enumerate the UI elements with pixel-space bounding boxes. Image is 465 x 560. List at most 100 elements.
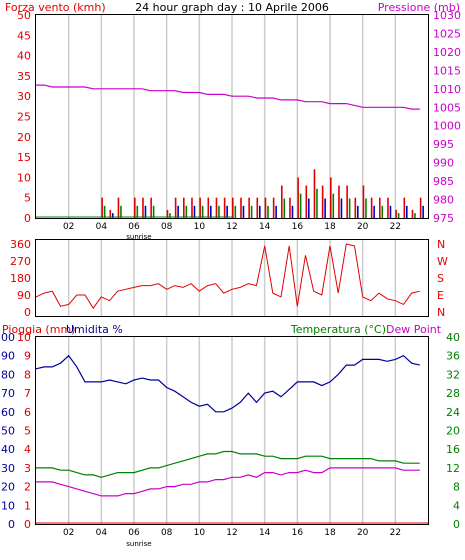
wind-gust-bar xyxy=(226,205,228,218)
rain-tick-5: 5 xyxy=(24,425,31,438)
wind-gust-bar xyxy=(259,205,261,218)
x-tick-top-10: 10 xyxy=(194,222,206,232)
x-tick-top-20: 20 xyxy=(357,222,369,232)
wind-bar xyxy=(338,185,340,218)
wind-bar xyxy=(134,197,136,218)
wind-gust-bar xyxy=(152,205,155,218)
humidity-tick-0: 0 xyxy=(8,518,15,531)
wind-bar xyxy=(281,185,283,218)
wind-gust-bar xyxy=(234,205,237,218)
wind-gust-bar xyxy=(357,205,359,218)
wind-gust-bar xyxy=(348,198,351,218)
chart-title: 24 hour graph day : 10 Aprile 2006 xyxy=(135,1,329,14)
wind-gust-bar xyxy=(414,213,416,218)
wind-bar xyxy=(174,197,177,218)
wind-gust-bar xyxy=(103,205,106,218)
temperature-axis-label: Temperatura (°C) xyxy=(290,323,386,336)
wind-gust-bar xyxy=(120,205,122,218)
temperature-line xyxy=(36,450,420,478)
pressure-tick-975: 975 xyxy=(433,212,454,225)
temp-tick-16: 16 xyxy=(446,443,460,456)
wind-bar xyxy=(379,197,381,218)
wind-bar xyxy=(264,197,267,218)
humidity-tick-70: 70 xyxy=(1,387,15,400)
humidity-tick-80: 80 xyxy=(1,368,15,381)
humidity-tick-90: 90 xyxy=(1,350,15,363)
rain-tick-4: 4 xyxy=(24,443,31,456)
rain-tick-8: 8 xyxy=(24,368,31,381)
wind-bar xyxy=(240,197,242,218)
x-tick-bottom-10: 10 xyxy=(194,528,206,538)
wind-tick-10: 10 xyxy=(17,171,31,184)
wind-gust-bar xyxy=(324,198,326,218)
wind-tick-15: 15 xyxy=(17,151,31,164)
x-tick-bottom-06: 06 xyxy=(128,528,140,538)
wind-bar xyxy=(191,197,193,218)
wind-bar xyxy=(142,197,144,218)
wind-bar xyxy=(272,197,275,218)
wind-bar xyxy=(330,177,332,218)
wind-gust-bar xyxy=(340,198,343,218)
wind-gust-bar xyxy=(389,205,392,218)
wind-bar xyxy=(411,209,414,218)
x-tick-top-16: 16 xyxy=(292,222,304,232)
wind-bar xyxy=(321,185,324,218)
wind-tick-40: 40 xyxy=(17,50,31,63)
wind-gust-bar xyxy=(169,213,171,218)
wind-tick-50: 50 xyxy=(17,9,31,22)
wind-bar xyxy=(362,185,365,218)
wind-gust-bar xyxy=(275,205,277,218)
compass-tick-N-0: N xyxy=(437,238,445,251)
pressure-tick-980: 980 xyxy=(433,194,454,207)
x-tick-top-22: 22 xyxy=(390,222,401,232)
x-tick-bottom-14: 14 xyxy=(259,528,271,538)
compass-tick-W-1: W xyxy=(437,255,448,268)
pressure-tick-1000: 1000 xyxy=(433,120,461,133)
x-tick-bottom-16: 16 xyxy=(292,528,304,538)
humidity-tick-20: 20 xyxy=(1,481,15,494)
generated-chart-marks: 0202040406060808101012121414161618182020… xyxy=(0,9,461,548)
wind-bar xyxy=(395,209,397,218)
wind-gust-bar xyxy=(218,205,220,218)
wind-gust-bar xyxy=(283,198,286,218)
humidity-tick-60: 60 xyxy=(1,406,15,419)
pressure-tick-1005: 1005 xyxy=(433,101,461,114)
temp-tick-20: 20 xyxy=(446,425,460,438)
wind-tick-20: 20 xyxy=(17,131,31,144)
wind-gust-bar xyxy=(299,193,302,218)
wind-tick-25: 25 xyxy=(17,111,31,124)
x-tick-bottom-04: 04 xyxy=(96,528,108,538)
x-tick-bottom-12: 12 xyxy=(226,528,237,538)
wind-bar xyxy=(215,197,218,218)
wind-gust-bar xyxy=(201,205,204,218)
pressure-line xyxy=(36,84,420,110)
temp-tick-40: 40 xyxy=(446,331,460,344)
temp-tick-32: 32 xyxy=(446,368,460,381)
sunrise-label-bottom: sunrise xyxy=(126,540,151,548)
x-tick-top-08: 08 xyxy=(161,222,173,232)
wind-tick-30: 30 xyxy=(17,90,31,103)
wind-axis-label: Forza vento (kmh) xyxy=(5,1,106,14)
x-tick-bottom-22: 22 xyxy=(390,528,401,538)
x-tick-bottom-02: 02 xyxy=(63,528,74,538)
wind-tick-35: 35 xyxy=(17,70,31,83)
x-tick-top-02: 02 xyxy=(63,222,74,232)
wind-gust-bar xyxy=(136,205,139,218)
x-tick-top-12: 12 xyxy=(226,222,237,232)
pressure-tick-985: 985 xyxy=(433,175,454,188)
wind-bar xyxy=(166,209,169,218)
wind-gust-bar xyxy=(308,198,310,218)
temp-tick-12: 12 xyxy=(446,462,460,475)
direction-line xyxy=(35,243,420,310)
temp-tick-4: 4 xyxy=(453,499,460,512)
wind-bar xyxy=(183,197,185,218)
wind-gust-bar xyxy=(250,205,253,218)
wind-gust-bar xyxy=(406,205,408,218)
rain-tick-1: 1 xyxy=(24,499,31,512)
wind-gust-bar xyxy=(291,205,294,218)
pressure-tick-995: 995 xyxy=(433,138,454,151)
pressure-tick-1015: 1015 xyxy=(433,64,461,77)
compass-tick-N-4: N xyxy=(437,306,445,319)
x-tick-bottom-18: 18 xyxy=(324,528,336,538)
